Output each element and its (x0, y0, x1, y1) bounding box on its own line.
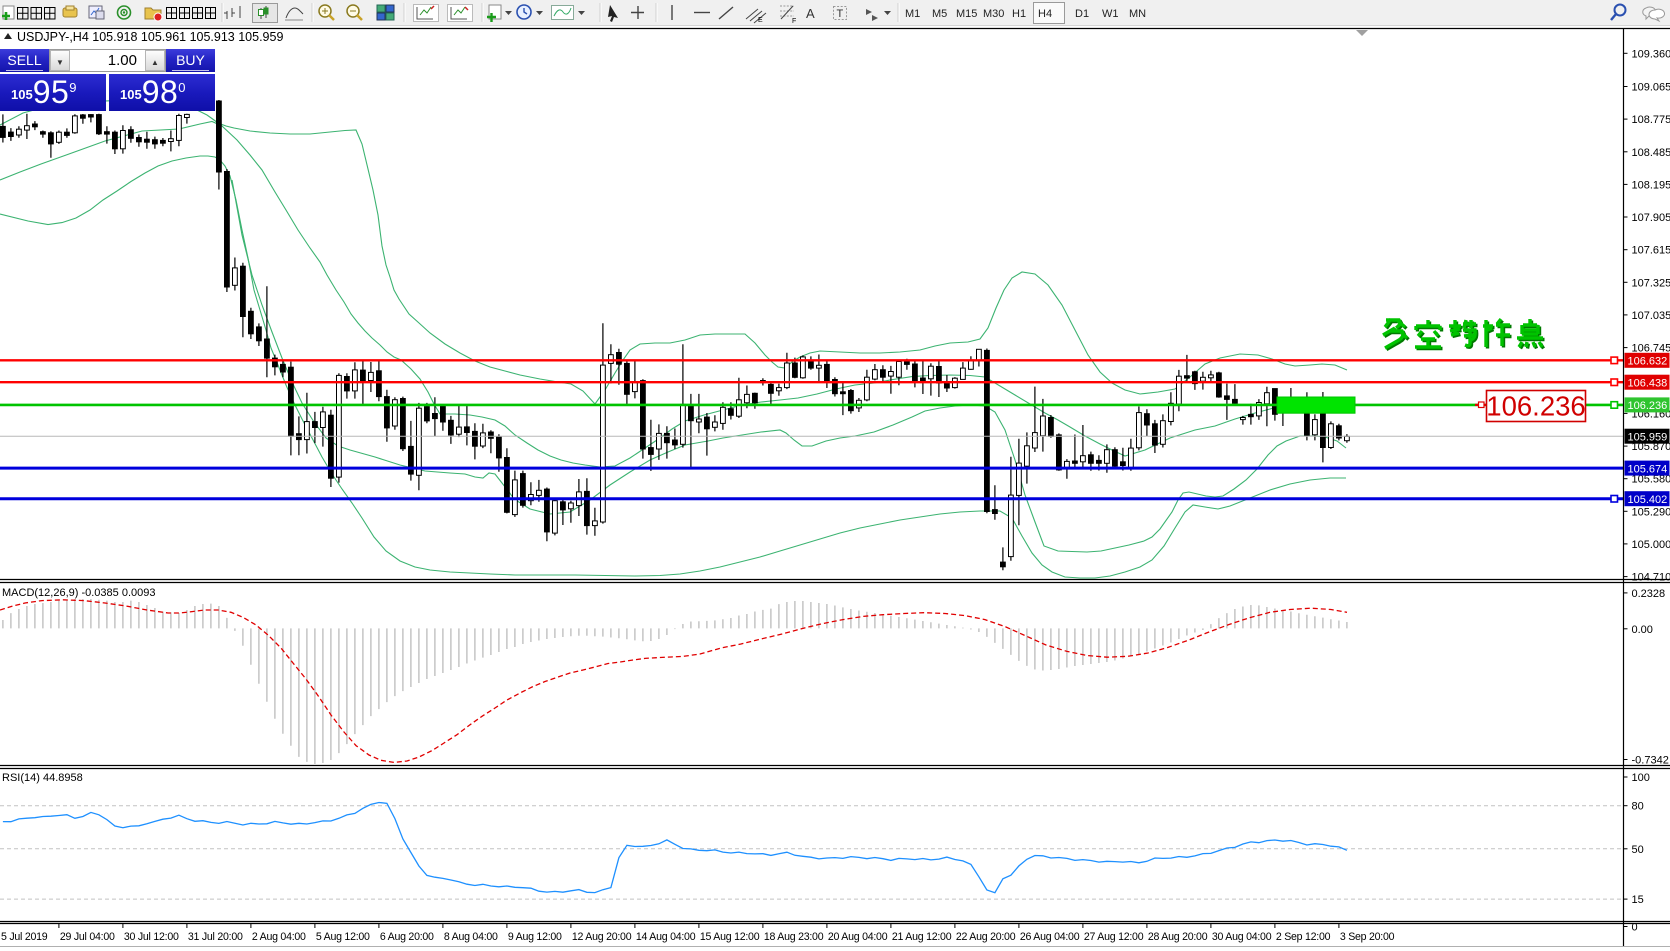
svg-text:106.236: 106.236 (1486, 391, 1585, 422)
svg-text:28 Aug 20:00: 28 Aug 20:00 (1148, 931, 1208, 943)
svg-text:5 Aug 12:00: 5 Aug 12:00 (316, 931, 370, 943)
svg-text:105.000: 105.000 (1632, 539, 1670, 551)
svg-text:18 Aug 23:00: 18 Aug 23:00 (764, 931, 824, 943)
svg-text:0.2328: 0.2328 (1632, 588, 1666, 600)
svg-text:12 Aug 20:00: 12 Aug 20:00 (572, 931, 632, 943)
svg-text:H4: H4 (1038, 8, 1052, 20)
svg-text:A: A (806, 6, 815, 21)
svg-text:-0.7342: -0.7342 (1632, 755, 1669, 767)
svg-text:107.325: 107.325 (1632, 277, 1670, 289)
svg-text:15 Aug 12:00: 15 Aug 12:00 (700, 931, 760, 943)
svg-text:E: E (758, 17, 763, 24)
svg-text:14 Aug 04:00: 14 Aug 04:00 (636, 931, 696, 943)
svg-text:22 Aug 20:00: 22 Aug 20:00 (956, 931, 1016, 943)
svg-text:31 Jul 20:00: 31 Jul 20:00 (188, 931, 243, 943)
svg-text:M30: M30 (983, 8, 1004, 20)
svg-text:105.870: 105.870 (1632, 441, 1670, 453)
svg-text:104.710: 104.710 (1632, 572, 1670, 584)
svg-text:2 Aug 04:00: 2 Aug 04:00 (252, 931, 306, 943)
svg-text:30 Jul 12:00: 30 Jul 12:00 (124, 931, 179, 943)
svg-text:27 Aug 12:00: 27 Aug 12:00 (1084, 931, 1144, 943)
svg-text:108.775: 108.775 (1632, 114, 1670, 126)
svg-text:105.290: 105.290 (1632, 506, 1670, 518)
svg-text:D1: D1 (1075, 8, 1089, 20)
svg-text:108.485: 108.485 (1632, 147, 1670, 159)
svg-text:100: 100 (1632, 772, 1650, 784)
svg-text:M1: M1 (905, 8, 920, 20)
svg-text:106.438: 106.438 (1628, 377, 1668, 389)
svg-text:80: 80 (1632, 801, 1644, 813)
svg-text:20 Aug 04:00: 20 Aug 04:00 (828, 931, 888, 943)
svg-text:H1: H1 (1012, 8, 1026, 20)
svg-text:15: 15 (1632, 894, 1644, 906)
svg-text:M15: M15 (956, 8, 977, 20)
svg-text:105.402: 105.402 (1628, 494, 1668, 506)
svg-text:RSI(14) 44.8958: RSI(14) 44.8958 (2, 772, 83, 784)
svg-text:3 Sep 20:00: 3 Sep 20:00 (1340, 931, 1395, 943)
svg-text:109.065: 109.065 (1632, 82, 1670, 94)
svg-text:106.632: 106.632 (1628, 356, 1668, 368)
svg-text:5 Jul 2019: 5 Jul 2019 (1, 931, 48, 943)
svg-text:6 Aug 20:00: 6 Aug 20:00 (380, 931, 434, 943)
svg-text:MN: MN (1129, 8, 1146, 20)
svg-text:MACD(12,26,9) -0.0385 0.0093: MACD(12,26,9) -0.0385 0.0093 (2, 587, 155, 599)
svg-text:105.674: 105.674 (1628, 463, 1668, 475)
svg-text:F: F (792, 18, 796, 25)
svg-text:107.905: 107.905 (1632, 212, 1670, 224)
svg-text:107.035: 107.035 (1632, 310, 1670, 322)
svg-text:USDJPY-,H4 105.918 105.961 10: USDJPY-,H4 105.918 105.961 105.913 105.9… (17, 30, 283, 44)
svg-text:109.360: 109.360 (1632, 48, 1670, 60)
svg-text:106.745: 106.745 (1632, 343, 1670, 355)
svg-text:106.236: 106.236 (1628, 400, 1668, 412)
svg-text:105.959: 105.959 (1628, 431, 1668, 443)
svg-text:T: T (837, 8, 844, 20)
svg-text:21 Aug 12:00: 21 Aug 12:00 (892, 931, 952, 943)
svg-text:0.00: 0.00 (1632, 624, 1653, 636)
svg-text:107.615: 107.615 (1632, 245, 1670, 257)
svg-text:29 Jul 04:00: 29 Jul 04:00 (60, 931, 115, 943)
svg-text:2 Sep 12:00: 2 Sep 12:00 (1276, 931, 1331, 943)
svg-text:105.580: 105.580 (1632, 474, 1670, 486)
svg-text:0: 0 (1632, 922, 1638, 934)
svg-text:108.195: 108.195 (1632, 179, 1670, 191)
svg-text:50: 50 (1632, 844, 1644, 856)
svg-text:30 Aug 04:00: 30 Aug 04:00 (1212, 931, 1272, 943)
svg-text:9 Aug 12:00: 9 Aug 12:00 (508, 931, 562, 943)
svg-text:W1: W1 (1102, 8, 1119, 20)
svg-text:8 Aug 04:00: 8 Aug 04:00 (444, 931, 498, 943)
svg-text:M5: M5 (932, 8, 947, 20)
svg-text:26 Aug 04:00: 26 Aug 04:00 (1020, 931, 1080, 943)
